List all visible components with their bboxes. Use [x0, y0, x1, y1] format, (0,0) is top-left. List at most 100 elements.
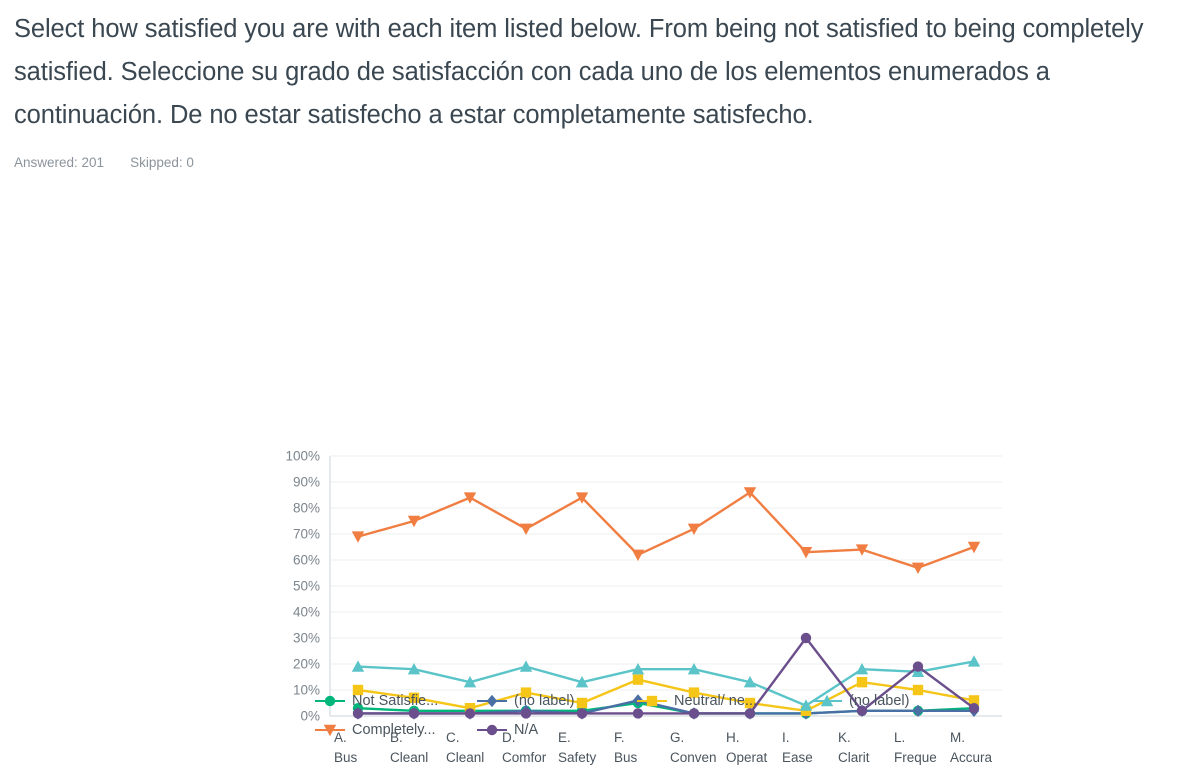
- data-point-marker: [408, 708, 420, 719]
- data-point-marker: [912, 704, 924, 717]
- data-point-marker: [688, 708, 700, 719]
- data-point-marker: [486, 724, 498, 735]
- data-point-marker: [324, 724, 336, 736]
- legend-item[interactable]: (no label): [477, 686, 637, 715]
- data-point-marker: [486, 694, 498, 707]
- legend-marker-icon: [812, 693, 842, 709]
- page-title: Select how satisfied you are with each i…: [14, 15, 1144, 129]
- data-point-marker: [855, 663, 869, 675]
- legend-label: Not Satisfie...: [352, 692, 439, 709]
- x-axis-label: I. Ease of pay...: [782, 730, 813, 765]
- x-axis-label: E. Safety on bus...: [558, 730, 597, 765]
- y-axis-tick: 100%: [285, 448, 320, 464]
- chart-legend: Not Satisfie... (no label) Neutral/ ne... (…: [315, 686, 1075, 744]
- x-axis-label: L. Freque ncy of not...: [894, 730, 937, 765]
- data-point-marker: [687, 663, 701, 675]
- y-axis-tick: 60%: [292, 552, 320, 568]
- data-point-marker: [800, 632, 812, 644]
- chart-series: [351, 487, 981, 574]
- data-point-marker: [324, 695, 336, 706]
- chart-series: [352, 674, 980, 716]
- legend-label: (no label): [514, 692, 575, 709]
- legend-marker-icon: [637, 693, 667, 709]
- legend-marker-icon: [477, 693, 507, 709]
- data-point-marker: [631, 663, 645, 675]
- legend-marker-icon: [477, 722, 507, 738]
- legend-marker-icon: [315, 722, 345, 738]
- data-point-marker: [744, 697, 756, 709]
- y-axis-tick: 10%: [292, 682, 320, 698]
- data-point-marker: [646, 695, 658, 706]
- y-axis-tick: 50%: [292, 578, 320, 594]
- y-axis-tick: 80%: [292, 500, 320, 516]
- x-axis-label: M. Accura cy of inf...: [950, 730, 993, 765]
- data-point-marker: [576, 708, 588, 719]
- data-point-marker: [631, 549, 645, 561]
- skipped-count: Skipped: 0: [130, 155, 194, 170]
- x-axis-label: C. Cleanl iness ins...: [446, 730, 485, 765]
- data-point-marker: [464, 703, 476, 714]
- legend-item[interactable]: Completely...: [315, 715, 477, 744]
- legend-label: Neutral/ ne...: [674, 692, 758, 709]
- data-point-marker: [575, 676, 589, 688]
- x-axis-label: A. Bus stop ame...: [334, 730, 358, 765]
- y-axis-tick: 90%: [292, 474, 320, 490]
- data-point-marker: [855, 544, 869, 556]
- chart-series: [351, 655, 981, 711]
- chart-container: 100% 90% 80% 70% 60% 50% 40% 30% 20% 10% 0% A. Bus…: [0, 188, 1200, 765]
- x-axis-label: G. Conven ience (i....: [670, 730, 717, 765]
- data-point-marker: [463, 676, 477, 688]
- x-axis-labels: A. Bus stop ame... B. Cleanl iness of ...…: [330, 728, 1002, 768]
- x-axis-label: F. Bus reliab ili...: [614, 730, 638, 765]
- series-line: [356, 660, 976, 707]
- legend-item[interactable]: Neutral/ ne...: [637, 686, 812, 715]
- legend-item[interactable]: (no label): [812, 686, 992, 715]
- data-point-marker: [821, 694, 833, 706]
- data-point-marker: [520, 687, 532, 698]
- data-point-marker: [743, 487, 757, 499]
- y-axis-tick: 20%: [292, 656, 320, 672]
- line-chart: [329, 455, 1002, 720]
- data-point-marker: [967, 541, 981, 554]
- data-point-marker: [352, 708, 364, 719]
- legend-item[interactable]: N/A: [477, 715, 637, 744]
- data-point-marker: [967, 655, 981, 667]
- data-point-marker: [464, 708, 476, 719]
- data-point-marker: [799, 699, 813, 711]
- data-point-marker: [911, 562, 925, 574]
- data-point-marker: [463, 492, 477, 504]
- x-axis-label: B. Cleanl iness of ...: [390, 730, 429, 765]
- data-point-marker: [576, 697, 588, 709]
- series-line: [356, 678, 976, 712]
- x-axis-label: K. Clarit y of inf...: [838, 730, 870, 765]
- y-axis-tick: 30%: [292, 630, 320, 646]
- y-axis-tick: 70%: [292, 526, 320, 542]
- data-point-marker: [575, 492, 589, 504]
- legend-marker-icon: [315, 693, 345, 709]
- data-point-marker: [743, 676, 757, 688]
- legend-item[interactable]: Not Satisfie...: [315, 686, 477, 715]
- data-point-marker: [407, 515, 421, 528]
- data-point-marker: [407, 663, 421, 675]
- data-point-marker: [519, 660, 533, 672]
- data-point-marker: [856, 677, 868, 688]
- data-point-marker: [799, 547, 813, 559]
- series-line: [356, 491, 976, 569]
- data-point-marker: [856, 705, 868, 716]
- data-point-marker: [632, 674, 644, 685]
- y-axis-tick: 0%: [300, 708, 320, 724]
- answered-count: Answered: 201: [14, 155, 105, 170]
- y-axis-tick: 40%: [292, 604, 320, 620]
- data-point-marker: [688, 687, 700, 698]
- data-point-marker: [408, 692, 420, 703]
- data-point-marker: [351, 531, 365, 543]
- data-point-marker: [519, 523, 533, 535]
- data-point-marker: [352, 684, 364, 696]
- data-point-marker: [968, 703, 980, 714]
- data-point-marker: [912, 684, 924, 696]
- data-point-marker: [632, 708, 644, 719]
- data-point-marker: [968, 695, 980, 706]
- legend-label: (no label): [849, 692, 910, 709]
- response-meta: Answered: 201 Skipped: 0: [0, 137, 1200, 170]
